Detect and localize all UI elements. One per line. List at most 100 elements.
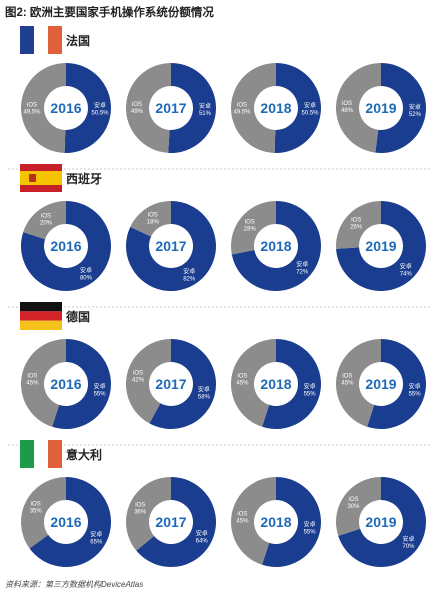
ios-label: iOS: [237, 102, 247, 108]
ios-label: iOS: [27, 374, 37, 380]
android-label: 安卓: [304, 102, 316, 110]
android-value: 74%: [400, 271, 413, 277]
android-value: 70%: [402, 544, 415, 550]
ios-label: iOS: [351, 218, 361, 224]
ios-value: 20%: [40, 220, 53, 226]
android-value: 50.5%: [91, 111, 109, 117]
country-name: 德国: [66, 309, 90, 324]
ios-slice: [230, 63, 276, 153]
year-label: 2016: [50, 238, 81, 254]
country-name: 意大利: [66, 447, 102, 462]
ios-value: 35%: [30, 509, 43, 515]
android-slice: [262, 339, 321, 429]
ios-value: 45%: [236, 519, 249, 525]
ios-slice: [21, 477, 66, 549]
android-label: 安卓: [183, 268, 195, 276]
android-value: 82%: [183, 277, 196, 283]
spain-flag-icon: [20, 164, 62, 192]
ios-label: iOS: [342, 101, 352, 107]
android-value: 51%: [199, 111, 212, 117]
year-label: 2016: [50, 100, 81, 116]
ios-label: iOS: [348, 497, 358, 503]
ios-label: iOS: [148, 212, 158, 218]
ios-slice: [335, 477, 381, 536]
ios-slice: [335, 338, 381, 427]
year-label: 2016: [50, 514, 81, 530]
year-label: 2018: [260, 514, 291, 530]
android-slice: [64, 63, 111, 153]
android-label: 安卓: [94, 102, 106, 110]
android-value: 64%: [196, 538, 209, 544]
ios-value: 45%: [236, 381, 249, 387]
android-slice: [168, 63, 216, 153]
android-slice: [375, 63, 427, 153]
germany-flag-icon: [20, 302, 62, 330]
android-slice: [336, 201, 426, 291]
year-label: 2017: [155, 376, 186, 392]
android-value: 55%: [304, 391, 317, 397]
android-slice: [338, 477, 426, 568]
year-label: 2018: [260, 238, 291, 254]
android-label: 安卓: [296, 261, 308, 269]
android-label: 安卓: [409, 103, 421, 111]
android-label: 安卓: [198, 385, 210, 393]
android-slice: [29, 477, 112, 567]
ios-slice: [23, 201, 66, 240]
android-label: 安卓: [80, 267, 92, 275]
android-label: 安卓: [304, 520, 316, 528]
country-name: 法国: [66, 33, 90, 48]
android-slice: [231, 201, 322, 291]
android-value: 58%: [198, 394, 211, 400]
android-value: 52%: [409, 112, 422, 118]
android-value: 55%: [409, 391, 422, 397]
ios-slice: [126, 477, 171, 551]
ios-value: 42%: [132, 378, 145, 384]
ios-label: iOS: [135, 503, 145, 509]
android-label: 安卓: [199, 102, 211, 110]
ios-slice: [125, 339, 171, 424]
figure-title: 图2: 欧洲主要国家手机操作系统份额情况: [5, 7, 214, 19]
year-label: 2019: [365, 238, 396, 254]
ios-value: 45%: [26, 381, 39, 387]
android-label: 安卓: [402, 535, 414, 543]
ios-slice: [231, 477, 276, 565]
year-label: 2016: [50, 376, 81, 392]
country-row-spain: 西班牙2016安卓80%iOS20%2017安卓82%iOS18%2018安卓7…: [8, 164, 430, 308]
android-slice: [274, 63, 321, 153]
year-label: 2019: [365, 376, 396, 392]
year-label: 2017: [155, 238, 186, 254]
ios-label: iOS: [237, 512, 247, 518]
ios-label: iOS: [237, 374, 247, 380]
ios-value: 36%: [134, 510, 147, 516]
ios-slice: [336, 201, 381, 249]
ios-slice: [336, 63, 381, 153]
year-label: 2018: [260, 100, 291, 116]
ios-label: iOS: [41, 213, 51, 219]
ios-slice: [20, 63, 66, 153]
ios-value: 48%: [341, 108, 354, 114]
year-label: 2017: [155, 514, 186, 530]
android-value: 72%: [296, 270, 309, 276]
android-slice: [136, 477, 217, 567]
android-label: 安卓: [196, 529, 208, 537]
ios-label: iOS: [133, 371, 143, 377]
android-slice: [367, 339, 426, 429]
ios-value: 18%: [147, 219, 160, 225]
flag-emblem-icon: [29, 174, 36, 182]
ios-label: iOS: [132, 102, 142, 108]
ios-value: 30%: [347, 504, 360, 510]
